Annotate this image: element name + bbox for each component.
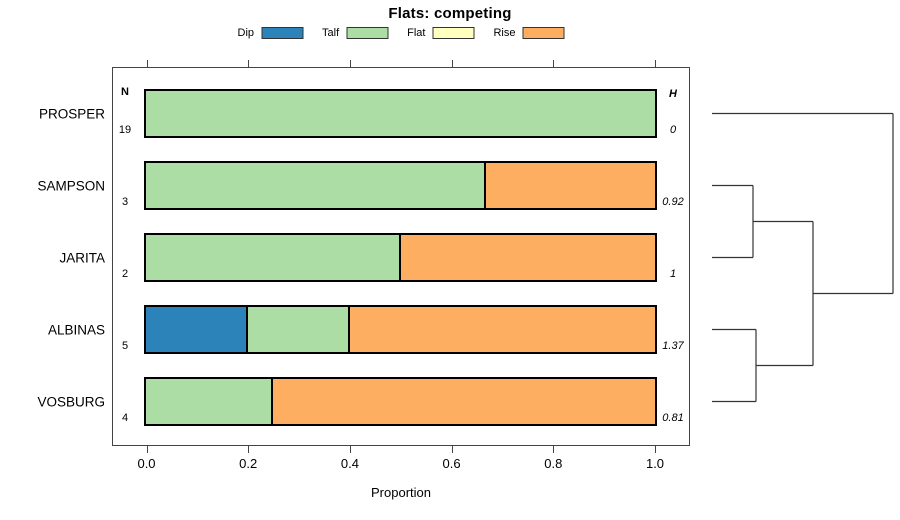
bottom-tick [146,446,148,453]
bar-segment-talf [146,235,401,280]
top-tick [655,60,656,67]
category-label-albinas: ALBINAS [47,322,105,337]
h-value: 0.92 [662,195,684,208]
stacked-bar-prosper [144,89,657,138]
bottom-tick [451,446,453,453]
rise-color-swatch-icon [522,27,565,39]
bottom-tick [655,446,656,453]
x-tick-label: 0.8 [544,456,563,471]
stacked-bar-sampson [144,161,657,210]
n-value: 3 [121,195,129,208]
x-axis-label: Proportion [371,485,431,500]
top-tick [248,60,250,67]
x-tick-label: 1.0 [645,456,665,471]
x-tick-label: 0.4 [340,456,359,471]
n-value: 2 [121,267,129,280]
legend-label: Flat [407,27,426,39]
top-tick [146,60,148,67]
top-tick [553,60,555,67]
legend-label: Dip [237,27,255,39]
dip-color-swatch-icon [261,27,304,39]
n-value: 19 [118,123,132,136]
category-label-prosper: PROSPER [38,106,105,121]
h-column-header: H [669,88,677,100]
legend-label: Talf [322,27,340,39]
n-value: 4 [121,411,129,424]
category-label-vosburg: VOSBURG [37,394,105,409]
h-value: 1 [669,267,677,280]
bar-segment-rise [485,163,655,208]
chart-title: Flats: competing [388,5,512,22]
bar-segment-rise [273,379,655,424]
legend-item-rise: Rise [493,27,565,39]
stacked-bar-jarita [144,233,657,282]
top-tick [349,60,351,67]
bar-segment-talf [146,163,486,208]
legend-item-dip: Dip [238,27,304,39]
bottom-tick [248,446,250,453]
stacked-bar-vosburg [144,377,657,426]
category-label-jarita: JARITA [59,250,105,265]
bottom-tick [553,446,555,453]
h-value: 0.81 [662,411,684,424]
x-tick-label: 0.0 [137,456,156,471]
bar-segment-talf [146,379,274,424]
h-value: 0 [669,123,677,136]
bar-segment-talf [146,91,655,136]
stacked-bar-albinas [144,305,657,354]
bar-segment-rise [400,235,655,280]
legend-item-flat: Flat [407,27,475,39]
legend-item-talf: Talf [322,27,389,39]
flat-color-swatch-icon [432,27,475,39]
x-tick-label: 0.6 [442,456,461,471]
bar-segment-dip [146,307,248,352]
bottom-tick [349,446,351,453]
n-value: 5 [121,339,129,352]
category-label-sampson: SAMPSON [37,178,105,193]
bar-segment-rise [349,307,655,352]
h-value: 1.37 [662,339,684,352]
bar-segment-talf [247,307,350,352]
top-tick [451,60,453,67]
legend-label: Rise [493,27,516,39]
x-tick-label: 0.2 [239,456,258,471]
talf-color-swatch-icon [346,27,389,39]
legend: Dip Talf Flat Rise [238,27,565,39]
n-column-header: N [121,86,129,98]
